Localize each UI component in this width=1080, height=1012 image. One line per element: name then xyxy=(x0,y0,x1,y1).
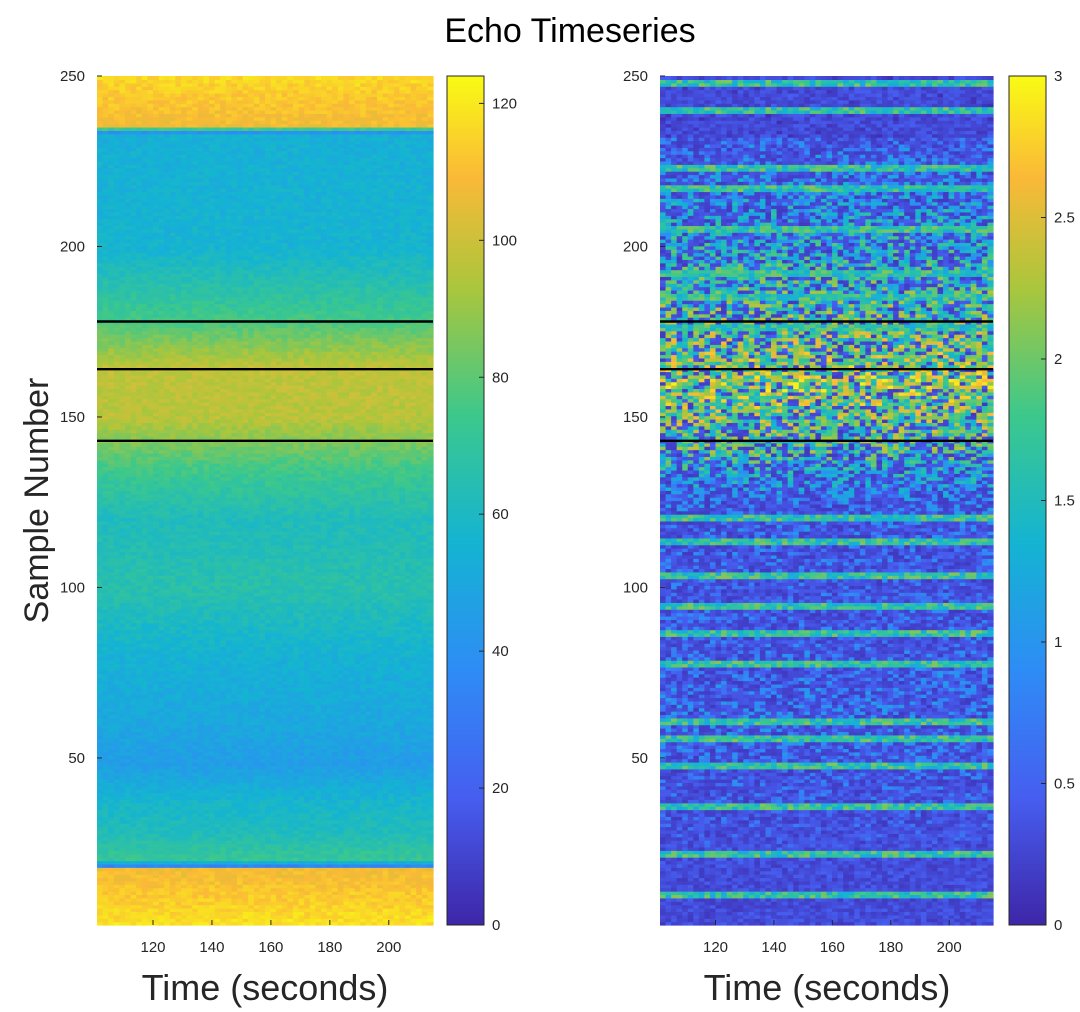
heatmap-panel-1 xyxy=(97,76,434,926)
figure-title: Echo Timeseries xyxy=(444,12,695,50)
